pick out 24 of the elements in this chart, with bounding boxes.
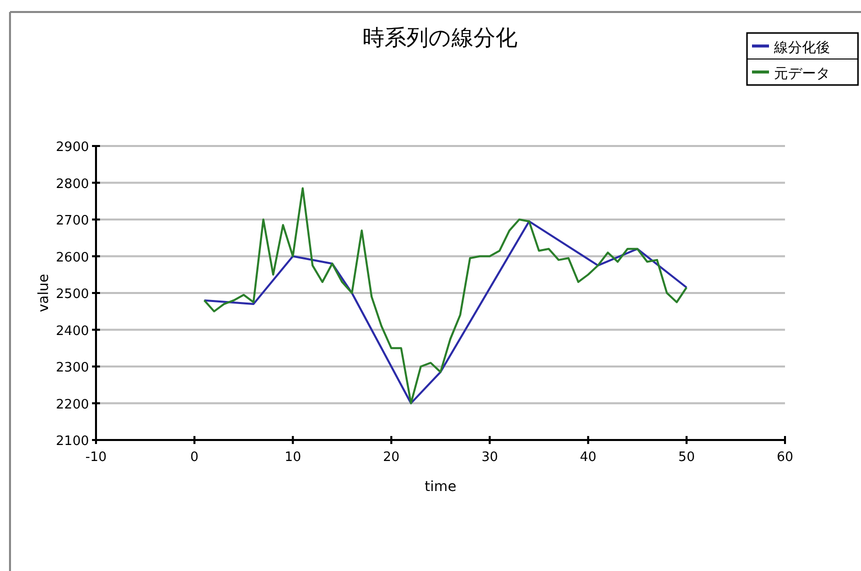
x-tick-label: 40 [580, 450, 596, 465]
chart-title: 時系列の線分化 [362, 26, 518, 51]
x-tick-label: 0 [190, 450, 199, 465]
legend-label: 元データ [774, 66, 830, 82]
x-axis-title: time [424, 479, 456, 495]
x-tick-label: 20 [383, 450, 400, 465]
line-series [203, 220, 688, 404]
y-tick-label: 2400 [56, 324, 89, 339]
x-tick-label: -10 [85, 450, 107, 465]
x-tick-label: 30 [481, 450, 498, 465]
y-tick-label: 2100 [56, 434, 89, 449]
x-tick-label: 10 [284, 450, 302, 465]
y-tick-label: 2500 [56, 287, 89, 302]
x-tick-label: 60 [776, 450, 794, 465]
y-tick-label: 2700 [56, 214, 89, 228]
y-tick-label: 2800 [56, 176, 89, 192]
y-tick-label: 2200 [56, 397, 89, 412]
y-axis-title: value [36, 274, 52, 312]
y-tick-label: 2300 [56, 360, 89, 376]
y-tick-label: 2600 [56, 250, 89, 266]
legend-label: 線分化後 [773, 40, 830, 56]
y-tick-label: 2900 [56, 140, 89, 155]
x-tick-label: 50 [678, 450, 695, 465]
line-series [203, 187, 688, 404]
